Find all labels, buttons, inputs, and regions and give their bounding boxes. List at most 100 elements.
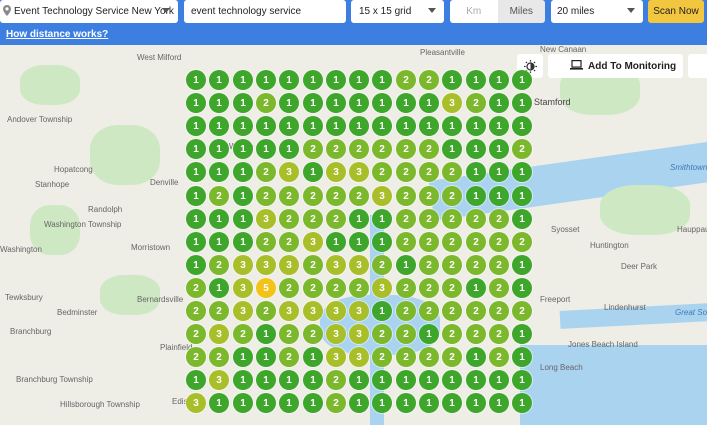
rank-cell[interactable]: 2: [326, 209, 346, 229]
rank-cell[interactable]: 3: [326, 324, 346, 344]
rank-cell[interactable]: 1: [489, 139, 509, 159]
rank-cell[interactable]: 2: [279, 278, 299, 298]
unit-miles-button[interactable]: Miles: [497, 0, 545, 23]
rank-cell[interactable]: 1: [489, 186, 509, 206]
rank-cell[interactable]: 1: [349, 70, 369, 90]
rank-cell[interactable]: 2: [466, 324, 486, 344]
rank-cell[interactable]: 2: [349, 278, 369, 298]
rank-cell[interactable]: 2: [466, 93, 486, 113]
rank-cell[interactable]: 2: [396, 186, 416, 206]
rank-cell[interactable]: 2: [326, 278, 346, 298]
rank-cell[interactable]: 2: [256, 93, 276, 113]
rank-cell[interactable]: 1: [186, 232, 206, 252]
rank-cell[interactable]: 1: [256, 347, 276, 367]
rank-cell[interactable]: 1: [326, 70, 346, 90]
rank-cell[interactable]: 3: [209, 324, 229, 344]
rank-cell[interactable]: 1: [512, 70, 532, 90]
rank-cell[interactable]: 2: [396, 278, 416, 298]
rank-cell[interactable]: 1: [489, 70, 509, 90]
rank-cell[interactable]: 1: [512, 324, 532, 344]
rank-cell[interactable]: 2: [396, 232, 416, 252]
rank-cell[interactable]: 1: [466, 393, 486, 413]
rank-cell[interactable]: 1: [466, 116, 486, 136]
rank-cell[interactable]: 1: [466, 370, 486, 390]
rank-cell[interactable]: 1: [256, 324, 276, 344]
rank-cell[interactable]: 2: [303, 186, 323, 206]
how-distance-works-link[interactable]: How distance works?: [6, 29, 109, 40]
rank-cell[interactable]: 1: [442, 70, 462, 90]
rank-cell[interactable]: 1: [489, 393, 509, 413]
rank-cell[interactable]: 1: [372, 232, 392, 252]
rank-cell[interactable]: 3: [279, 255, 299, 275]
rank-cell[interactable]: 1: [489, 162, 509, 182]
rank-cell[interactable]: 3: [256, 209, 276, 229]
rank-cell[interactable]: 1: [233, 139, 253, 159]
rank-cell[interactable]: 3: [349, 162, 369, 182]
rank-cell[interactable]: 2: [442, 232, 462, 252]
rank-cell[interactable]: 2: [396, 139, 416, 159]
rank-cell[interactable]: 1: [326, 93, 346, 113]
rank-cell[interactable]: 2: [442, 186, 462, 206]
rank-cell[interactable]: 2: [419, 209, 439, 229]
rank-cell[interactable]: 1: [396, 116, 416, 136]
rank-cell[interactable]: 2: [279, 232, 299, 252]
rank-cell[interactable]: 2: [186, 278, 206, 298]
rank-cell[interactable]: 1: [233, 116, 253, 136]
rank-cell[interactable]: 1: [466, 186, 486, 206]
rank-cell[interactable]: 2: [349, 139, 369, 159]
rank-cell[interactable]: 1: [256, 393, 276, 413]
rank-cell[interactable]: 1: [186, 209, 206, 229]
rank-cell[interactable]: 2: [279, 209, 299, 229]
rank-cell[interactable]: 1: [372, 393, 392, 413]
keyword-input[interactable]: event technology service: [184, 0, 346, 23]
rank-cell[interactable]: 1: [279, 393, 299, 413]
rank-cell[interactable]: 2: [419, 347, 439, 367]
rank-cell[interactable]: 2: [466, 255, 486, 275]
rank-cell[interactable]: 1: [512, 347, 532, 367]
rank-cell[interactable]: 1: [349, 116, 369, 136]
rank-cell[interactable]: 2: [303, 209, 323, 229]
rank-cell[interactable]: 2: [372, 324, 392, 344]
rank-cell[interactable]: 1: [256, 139, 276, 159]
rank-cell[interactable]: 1: [442, 139, 462, 159]
rank-cell[interactable]: 2: [419, 301, 439, 321]
rank-cell[interactable]: 1: [512, 116, 532, 136]
rank-cell[interactable]: 2: [466, 301, 486, 321]
rank-cell[interactable]: 2: [396, 70, 416, 90]
rank-cell[interactable]: 1: [396, 370, 416, 390]
rank-cell[interactable]: 3: [372, 186, 392, 206]
rank-cell[interactable]: 3: [233, 255, 253, 275]
rank-cell[interactable]: 1: [186, 370, 206, 390]
rank-cell[interactable]: 2: [396, 301, 416, 321]
rank-cell[interactable]: 1: [489, 116, 509, 136]
rank-cell[interactable]: 2: [489, 255, 509, 275]
rank-cell[interactable]: 2: [256, 162, 276, 182]
rank-cell[interactable]: 3: [303, 301, 323, 321]
rank-cell[interactable]: 3: [326, 347, 346, 367]
rank-cell[interactable]: 1: [372, 116, 392, 136]
rank-cell[interactable]: 1: [349, 232, 369, 252]
rank-cell[interactable]: 1: [186, 186, 206, 206]
rank-cell[interactable]: 1: [512, 186, 532, 206]
rank-cell[interactable]: 1: [279, 70, 299, 90]
rank-cell[interactable]: 1: [233, 70, 253, 90]
rank-cell[interactable]: 2: [303, 139, 323, 159]
rank-cell[interactable]: 2: [512, 139, 532, 159]
rank-cell[interactable]: 2: [209, 347, 229, 367]
rank-cell[interactable]: 1: [279, 93, 299, 113]
rank-cell[interactable]: 1: [349, 93, 369, 113]
rank-cell[interactable]: 2: [372, 347, 392, 367]
rank-cell[interactable]: 1: [466, 70, 486, 90]
rank-cell[interactable]: 5: [256, 278, 276, 298]
rank-cell[interactable]: 1: [512, 370, 532, 390]
rank-cell[interactable]: 2: [419, 139, 439, 159]
rank-cell[interactable]: 2: [419, 70, 439, 90]
rank-cell[interactable]: 3: [233, 278, 253, 298]
rank-cell[interactable]: 3: [326, 162, 346, 182]
rank-cell[interactable]: 2: [326, 139, 346, 159]
rank-cell[interactable]: 2: [442, 278, 462, 298]
rank-cell[interactable]: 2: [186, 347, 206, 367]
rank-cell[interactable]: 2: [326, 370, 346, 390]
rank-cell[interactable]: 2: [512, 301, 532, 321]
rank-cell[interactable]: 1: [209, 393, 229, 413]
